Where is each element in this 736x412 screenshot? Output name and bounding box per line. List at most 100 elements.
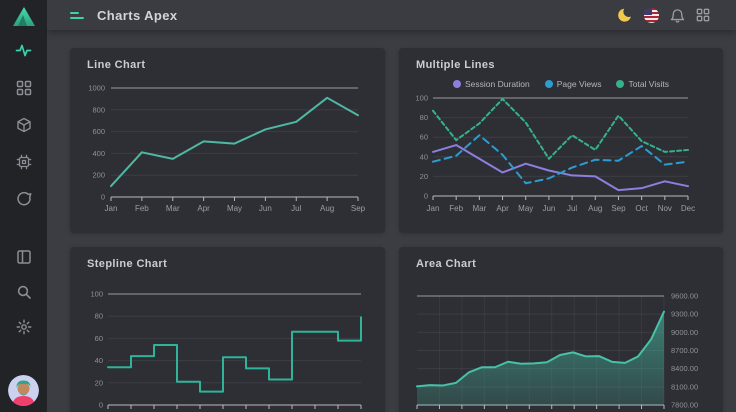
legend-item-total-visits[interactable]: Total Visits [616,79,669,89]
content-area: Line Chart 0 200 400 600 800 1000 Jan Feb Mar Apr… [47,30,736,412]
x-axis-label: Jan [427,204,440,213]
theme-toggle-button[interactable] [617,7,633,23]
y-axis-label: 60 [420,133,428,142]
sidebar [0,0,47,412]
y-axis-label: 60 [95,334,103,343]
x-axis-label: Aug [320,204,334,213]
y-axis-label: 7800.00 [671,401,698,410]
y-axis-label: 800 [92,105,105,114]
x-axis-label: May [518,204,533,213]
sidebar-item-dashboard[interactable] [15,79,32,96]
y-axis-label: 9300.00 [671,310,698,319]
y-axis-label: 20 [95,378,103,387]
x-axis-label: Jan [105,204,118,213]
panel-icon [16,249,31,264]
x-axis-label: Jul [291,204,301,213]
legend-item-page-views[interactable]: Page Views [544,79,602,89]
x-axis-label: Sep [351,204,366,213]
moon-icon [618,7,633,22]
sidebar-item-chat[interactable] [15,190,32,207]
legend-label: Total Visits [628,79,669,89]
gear-icon [16,319,31,334]
multiple-lines-card: Multiple Lines 0 20 40 60 80 100 Jan Feb Mar Apr M… [399,48,723,233]
area-fill [417,311,664,405]
avatar-image [8,375,39,406]
y-axis-label: 100 [415,94,428,103]
x-axis-label: May [227,204,242,213]
y-axis-label: 80 [95,312,103,321]
line-chart-title: Line Chart [87,59,146,71]
sidebar-footer [8,248,39,412]
multiple-lines-title: Multiple Lines [416,59,495,71]
y-axis-label: 100 [90,290,103,299]
activity-icon [15,44,32,57]
y-axis-label: 0 [101,193,105,202]
y-axis-label: 80 [420,113,428,122]
y-axis-label: 8700.00 [671,346,698,355]
user-avatar[interactable] [8,375,39,409]
legend-marker-icon [616,80,625,88]
notifications-button[interactable] [669,7,685,23]
triangle-logo-icon [12,7,35,26]
chart-legend: Session Duration Page Views Total Visits [399,79,723,89]
y-axis-label: 600 [92,127,105,136]
y-axis-label: 0 [424,192,428,201]
x-axis-label: Apr [197,204,210,213]
y-axis-label: 9000.00 [671,328,698,337]
x-axis-label: Apr [496,204,509,213]
sidebar-item-charts[interactable] [15,42,32,59]
app-logo[interactable] [12,6,36,28]
search-icon [17,285,31,299]
y-axis-label: 200 [92,171,105,180]
sidebar-toggle-button[interactable] [15,248,32,265]
area-chart-line [416,310,665,388]
header: Charts Apex [47,0,736,30]
legend-label: Session Duration [465,79,530,89]
stepline-chart-line [107,316,362,393]
x-axis-label: Sep [611,204,626,213]
page-views-line [432,134,689,185]
line-chart-line [110,96,359,188]
y-axis-label: 400 [92,149,105,158]
x-axis-label: Aug [588,204,602,213]
y-axis-label: 9600.00 [671,292,698,301]
y-axis-label: 40 [95,356,103,365]
y-axis-label: 20 [420,172,428,181]
y-axis-label: 8400.00 [671,364,698,373]
bell-icon [670,8,684,23]
y-axis-label: 8100.00 [671,382,698,391]
line-chart-card: Line Chart 0 200 400 600 800 1000 Jan Feb Mar Apr… [70,48,385,233]
x-axis-label: Jun [542,204,555,213]
x-axis-label: Jun [259,204,272,213]
x-axis-label: Mar [472,204,486,213]
legend-marker-icon [453,80,462,88]
sidebar-item-components[interactable] [15,116,32,133]
x-axis-label: Feb [135,204,149,213]
total-visits-line [432,97,689,160]
area-chart-title: Area Chart [416,258,477,270]
apps-grid-icon [696,8,710,22]
search-button[interactable] [15,283,32,300]
language-selector-button[interactable] [643,7,659,23]
settings-button[interactable] [15,318,32,335]
stepline-chart-title: Stepline Chart [87,258,168,270]
legend-item-session-duration[interactable]: Session Duration [453,79,530,89]
x-axis-label: Dec [681,204,695,213]
area-chart-svg: 9600.00 9300.00 9000.00 8700.00 8400.00 8100.… [416,292,698,410]
x-axis-label: Oct [635,204,648,213]
x-axis-label: Mar [166,204,180,213]
legend-marker-icon [544,80,553,88]
grid-icon [16,80,31,95]
sidebar-item-extensions[interactable] [15,153,32,170]
area-chart-card: Area Chart 9600.00 9300.00 9000.00 8700.00 8… [399,247,723,412]
chat-icon [16,191,32,205]
legend-label: Page Views [556,79,602,89]
y-axis-label: 1000 [88,84,105,93]
multiple-lines-svg: 0 20 40 60 80 100 Jan Feb Mar Apr May Jun Jul Aug Sep O… [415,94,695,214]
stepline-chart-svg: 0 20 40 60 80 100 [90,290,362,410]
cpu-icon [16,154,31,169]
x-axis-label: Nov [658,204,672,213]
stepline-chart-card: Stepline Chart 0 20 40 60 80 100 [70,247,385,412]
apps-menu-button[interactable] [695,7,711,23]
menu-toggle-button[interactable] [70,8,86,22]
